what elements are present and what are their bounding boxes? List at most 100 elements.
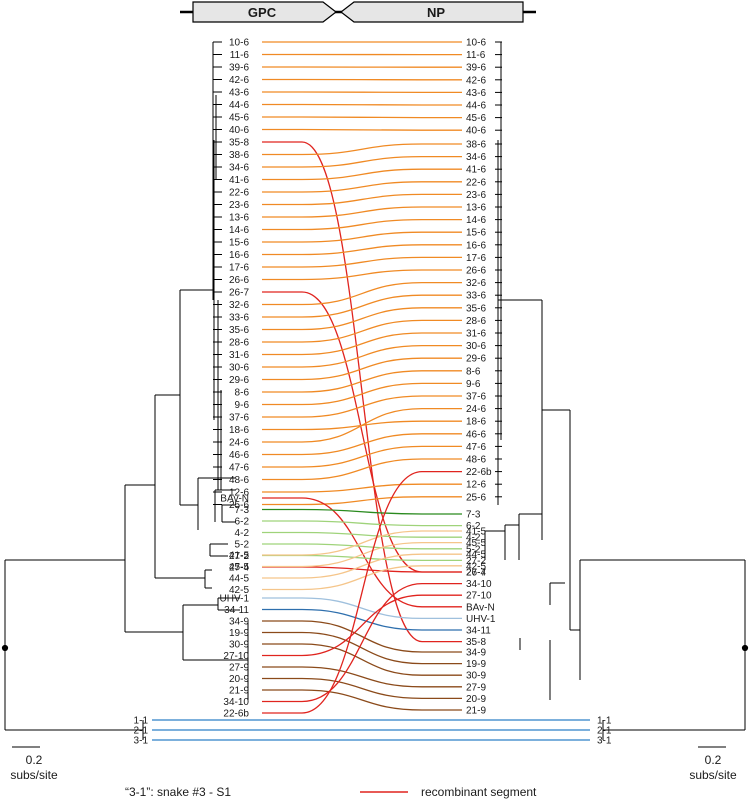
np-leaf-33-6: 33-6 [466,291,486,302]
connector-uhv-1 [262,597,462,620]
gpc-leaf-16-6: 16-6 [229,250,249,261]
gpc-gene-label: GPC [248,5,277,20]
connector-38-6 [262,143,462,156]
np-leaf-27-10: 27-10 [466,591,492,602]
gpc-leaf-23-6: 23-6 [229,200,249,211]
np-leaf-5-2: 5-2 [466,544,481,555]
gpc-scale-bar: 0.2 subs/site [10,746,58,782]
np-leaf-4-2: 4-2 [466,533,481,544]
np-leaf-10-6: 10-6 [466,38,486,49]
connector-4-2 [262,531,462,538]
gpc-leaf-26-6: 26-6 [229,275,249,286]
gpc-leaf-uhv-1: UHV-1 [220,594,250,605]
gpc-leaf-21-9: 21-9 [229,686,249,697]
connector-5-2 [262,543,462,550]
gpc-leaf-18-6: 18-6 [229,425,249,436]
np-leaf-7-3: 7-3 [466,510,481,521]
np-leaf-46-6: 46-6 [466,429,486,440]
np-tree [484,41,749,740]
gpc-leaf-5-2: 5-2 [235,540,250,551]
connector-23-6 [262,193,462,206]
connector-35-8 [262,141,462,643]
gpc-leaf-9-6: 9-6 [235,400,250,411]
np-leaf-26-7: 26-7 [466,568,486,579]
np-leaf-44-5: 44-5 [466,550,486,561]
connector-29-6 [262,357,462,381]
connector-33-6 [262,294,462,318]
np-leaf-39-6: 39-6 [466,63,486,74]
gpc-leaf-44-5: 44-5 [229,574,249,585]
connector-27-2 [262,554,462,562]
gpc-leaf-bav-n: BAv-N [220,494,249,505]
gpc-leaf-15-6: 15-6 [229,238,249,249]
gpc-leaf-24-6: 24-6 [229,438,249,449]
gpc-leaf-34-10: 34-10 [223,697,249,708]
np-leaf-47-6: 47-6 [466,442,486,453]
connector-8-6 [262,370,462,393]
np-leaf-2-1: 2-1 [597,726,612,737]
np-leaf-9-6: 9-6 [466,379,481,390]
gpc-leaf-31-6: 31-6 [229,350,249,361]
np-leaf-30-6: 30-6 [466,341,486,352]
gpc-leaf-42-6: 42-6 [229,75,249,86]
gpc-leaf-25-6: 25-6 [229,500,249,511]
connector-48-6 [262,458,462,481]
np-leaf-45-6: 45-6 [466,113,486,124]
np-leaf-labels: 10-611-6 39-642-6 43-6 44-645-6 40-6 38-634-6… [466,38,612,747]
connector-26-6 [262,269,462,281]
connector-44-6 [262,103,462,106]
gpc-leaf-45-5: 45-5 [229,562,249,573]
connector-12-6 [262,483,462,493]
connector-9-6 [262,382,462,406]
np-leaf-40-6: 40-6 [466,126,486,137]
np-leaf-45-5: 45-5 [466,538,486,549]
gpc-leaf-17-6: 17-6 [229,263,249,274]
gpc-leaf-27-4: 27-4 [229,563,249,574]
np-leaf-28-6: 28-6 [466,316,486,327]
np-leaf-13-6: 13-6 [466,203,486,214]
tanglegram-connectors [152,41,590,741]
gpc-scale-value: 0.2 [26,753,43,767]
recombinant-legend-label: recombinant segment [421,785,537,799]
connector-41-5 [262,530,462,556]
gpc-root-dot [1,644,9,652]
np-root-dot [741,644,749,652]
gpc-leaf-22-6: 22-6 [229,188,249,199]
np-leaf-42-5: 42-5 [466,561,486,572]
np-leaf-32-6: 32-6 [466,278,486,289]
connector-47-6 [262,445,462,468]
np-leaf-34-11: 34-11 [466,626,491,637]
connector-45-5 [262,541,462,568]
gpc-leaf-3-1: 3-1 [134,736,149,747]
gpc-leaf-29-6: 29-6 [229,375,249,386]
connector-22-6b [262,470,462,714]
np-leaf-35-6: 35-6 [466,303,486,314]
gpc-leaf-35-8: 35-8 [229,138,249,149]
connector-32-6 [262,281,462,306]
np-leaf-17-6: 17-6 [466,253,486,264]
gpc-leaf-48-6: 48-6 [229,475,249,486]
gpc-leaf-34-9: 34-9 [229,617,249,628]
connector-27-9 [262,666,462,688]
gpc-leaf-12-6: 12-6 [229,488,249,499]
connector-34-11 [262,608,462,631]
connector-34-9 [262,620,462,653]
genome-header: GPC NP [180,1,536,23]
np-leaf-23-6: 23-6 [466,190,486,201]
gpc-leaf-47-6: 47-6 [229,463,249,474]
gpc-leaf-6-2: 6-2 [235,517,250,528]
connector-21-9 [262,689,462,711]
np-leaf-41-6: 41-6 [466,165,486,176]
connector-30-6 [262,344,462,368]
np-leaf-uhv-1: UHV-1 [466,614,496,625]
connector-40-6 [262,128,462,131]
np-leaf-11-6: 11-6 [466,50,486,61]
connector-42-5 [262,565,462,591]
connector-34-6 [262,155,462,168]
np-leaf-18-6: 18-6 [466,417,486,428]
connector-22-6 [262,181,462,193]
gpc-leaf-27-9: 27-9 [229,663,249,674]
gpc-leaf-labels: 10-611-6 39-642-6 43-644-6 45-640-6 35-838-6… [134,38,250,747]
np-leaf-12-6: 12-6 [466,480,486,491]
